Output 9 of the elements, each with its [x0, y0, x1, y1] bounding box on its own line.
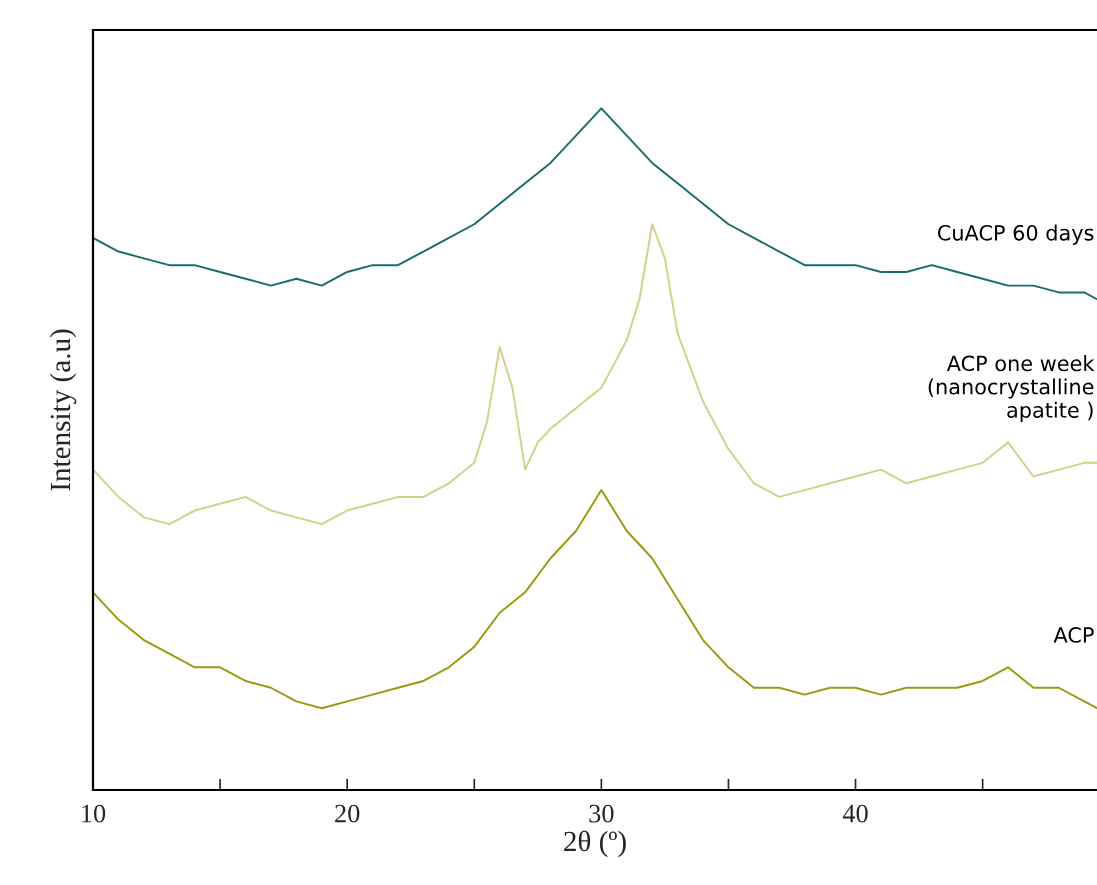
series-label: ACP one week (nanocrystalline apatite )	[928, 355, 1095, 422]
x-axis-title: 2θ (º)	[564, 830, 626, 858]
x-tick-label: 20	[335, 804, 360, 823]
series-label: CuACP 60 days	[937, 224, 1094, 245]
x-tick-label: 40	[842, 804, 868, 823]
y-axis-title: Intensity (a.u)	[49, 329, 77, 491]
text: ACP	[1053, 627, 1094, 643]
x-tick-label: 30	[589, 804, 614, 823]
x-tick-label: 10	[82, 804, 106, 823]
